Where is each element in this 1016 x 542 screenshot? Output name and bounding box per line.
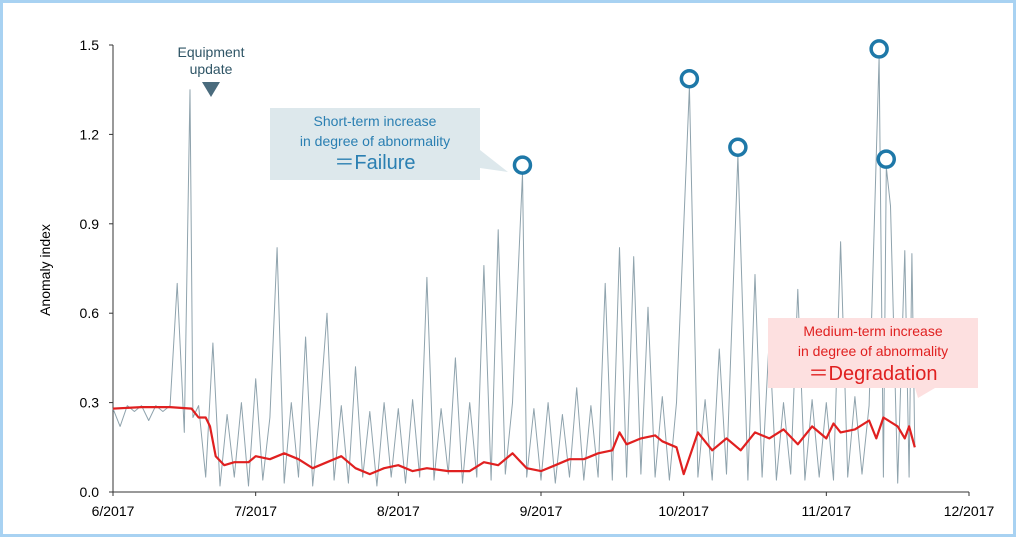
x-tick-label: 6/2017: [92, 503, 135, 519]
y-tick-label: 0.6: [80, 305, 100, 321]
failure-marker: [876, 149, 897, 169]
annotation: ＝Failure: [334, 152, 415, 174]
x-tick-label: 8/2017: [377, 503, 420, 519]
y-tick-label: 0.0: [80, 484, 100, 500]
y-tick-label: 1.5: [80, 37, 100, 53]
x-tick-label: 11/2017: [802, 503, 852, 519]
series-line: [112, 406, 916, 476]
y-tick-label: 0.3: [80, 395, 100, 411]
annotation: in degree of abnormality: [300, 133, 450, 149]
failure-marker: [728, 137, 748, 158]
annotation: in degree of abnormality: [798, 343, 948, 359]
arrow: [202, 82, 220, 97]
y-tick-label: 1.2: [80, 126, 100, 142]
annotation: Medium-term increase: [803, 323, 942, 339]
failure-marker: [679, 68, 700, 89]
annotation: Equipment: [178, 44, 245, 60]
x-tick-label: 7/2017: [234, 503, 277, 519]
y-axis-label: Anomaly index: [37, 224, 53, 316]
series-line: [112, 56, 916, 487]
callout: [270, 108, 508, 180]
failure-marker: [869, 39, 889, 59]
callout: [768, 318, 978, 398]
x-tick-label: 9/2017: [520, 503, 563, 519]
annotation: update: [190, 61, 233, 77]
x-tick-label: 12/2017: [944, 503, 995, 519]
x-tick-label: 10/2017: [658, 503, 709, 519]
annotation: ＝Degradation: [809, 363, 938, 385]
annotation: Short-term increase: [314, 113, 437, 129]
failure-marker: [512, 155, 533, 175]
y-tick-label: 0.9: [80, 216, 100, 232]
